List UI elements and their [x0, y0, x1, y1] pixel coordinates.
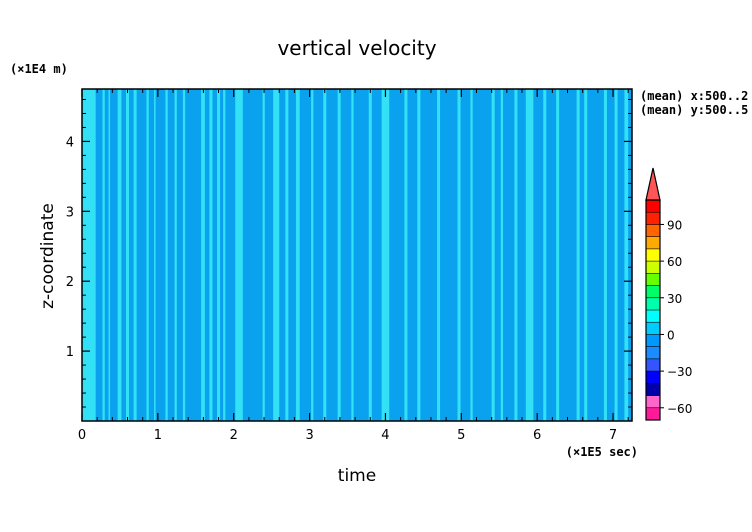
heatmap-field [82, 89, 632, 421]
colorbar-extend-arrow [645, 167, 661, 201]
field-background [82, 89, 632, 421]
plot-axes: 0 1 2 3 4 5 6 7 1 2 3 4 [66, 88, 633, 443]
field-stripe-2 [108, 89, 111, 421]
colorbar-tick-label-2: 30 [667, 292, 682, 306]
colorbar-segment-15 [646, 224, 660, 237]
colorbar-segment-4 [646, 358, 660, 372]
field-stripe-34 [525, 89, 534, 421]
x-tick-label-0: 0 [78, 428, 86, 443]
colorbar-tick-label-4: −30 [667, 365, 692, 379]
x-tick-label-6: 6 [533, 428, 541, 443]
y-axis-label: z-coordinate [38, 203, 58, 309]
field-stripe-5 [133, 89, 137, 421]
x-tick-label-5: 5 [457, 428, 465, 443]
field-stripe-16 [262, 89, 265, 421]
field-stripe-31 [491, 89, 495, 421]
chart-title: vertical velocity [277, 36, 436, 60]
field-stripe-40 [614, 89, 618, 421]
colorbar-segment-3 [646, 371, 660, 384]
field-stripe-41 [624, 89, 629, 421]
y-tick-label-0: 1 [66, 345, 74, 360]
colorbar-segment-16 [646, 212, 660, 225]
field-stripe-13 [217, 89, 221, 421]
field-stripe-15 [235, 89, 243, 421]
field-stripe-21 [323, 89, 327, 421]
field-stripe-20 [311, 89, 314, 421]
annotation-mean-x: (mean) x:500..2 [640, 89, 748, 103]
field-stripe-9 [174, 89, 177, 421]
colorbar-tick-label-5: −60 [667, 402, 692, 416]
field-stripe-19 [295, 89, 300, 421]
field-stripe-3 [117, 89, 122, 421]
colorbar-segment-7 [646, 322, 660, 335]
field-stripe-25 [381, 89, 390, 421]
y-unit-label: (×1E4 m) [10, 62, 68, 76]
y-tick-label-2: 3 [66, 205, 74, 220]
field-stripe-39 [603, 89, 607, 421]
field-stripe-33 [514, 89, 518, 421]
field-stripe-4 [126, 89, 130, 421]
field-stripe-23 [351, 89, 354, 421]
colorbar-segment-2 [646, 383, 660, 396]
colorbar-segment-9 [646, 297, 660, 311]
colorbar-segment-1 [646, 395, 660, 409]
colorbar-tick-label-3: 0 [667, 328, 675, 342]
field-stripe-29 [457, 89, 461, 421]
field-stripe-22 [337, 89, 341, 421]
field-stripe-14 [223, 89, 226, 421]
field-stripe-11 [201, 89, 205, 421]
colorbar-segment-13 [646, 248, 660, 262]
colorbar-segment-14 [646, 236, 660, 250]
colorbar-segment-10 [646, 285, 660, 299]
x-tick-label-1: 1 [154, 428, 162, 443]
x-tick-label-3: 3 [305, 428, 313, 443]
y-tick-label-1: 2 [66, 275, 74, 290]
field-stripe-35 [543, 89, 547, 421]
colorbar-segment-12 [646, 261, 660, 274]
field-stripe-18 [285, 89, 289, 421]
field-stripe-30 [470, 89, 473, 421]
x-tick-label-4: 4 [381, 428, 389, 443]
colorbar: 90 60 30 0 −30 −60 [645, 167, 692, 421]
annotation-mean-y: (mean) y:500..5 [640, 103, 748, 117]
field-stripe-12 [209, 89, 213, 421]
field-stripe-27 [417, 89, 421, 421]
x-tick-label-7: 7 [609, 428, 617, 443]
colorbar-segment-11 [646, 273, 660, 286]
colorbar-segment-8 [646, 310, 660, 323]
field-stripe-32 [500, 89, 504, 421]
colorbar-tick-label-0: 90 [667, 218, 682, 232]
x-axis-label: time [338, 466, 376, 486]
y-tick-label-3: 4 [66, 135, 74, 150]
plot-frame [81, 88, 633, 422]
field-stripe-17 [273, 89, 280, 421]
field-stripe-37 [576, 89, 580, 421]
field-stripe-0 [82, 89, 96, 421]
colorbar-segment-6 [646, 334, 660, 347]
field-stripe-26 [404, 89, 408, 421]
x-tick-label-2: 2 [230, 428, 238, 443]
field-stripe-38 [584, 89, 588, 421]
field-stripe-8 [165, 89, 168, 421]
field-stripe-24 [368, 89, 372, 421]
x-unit-label: (×1E5 sec) [566, 445, 638, 459]
colorbar-tick-label-1: 60 [667, 255, 682, 269]
colorbar-segment-17 [646, 200, 660, 213]
field-stripe-6 [146, 89, 149, 421]
field-stripe-1 [102, 89, 105, 421]
field-stripe-7 [154, 89, 156, 421]
field-stripe-36 [556, 89, 560, 421]
colorbar-segment-5 [646, 346, 660, 360]
field-stripe-10 [182, 89, 186, 421]
field-stripe-28 [437, 89, 441, 421]
colorbar-segment-0 [646, 407, 660, 421]
